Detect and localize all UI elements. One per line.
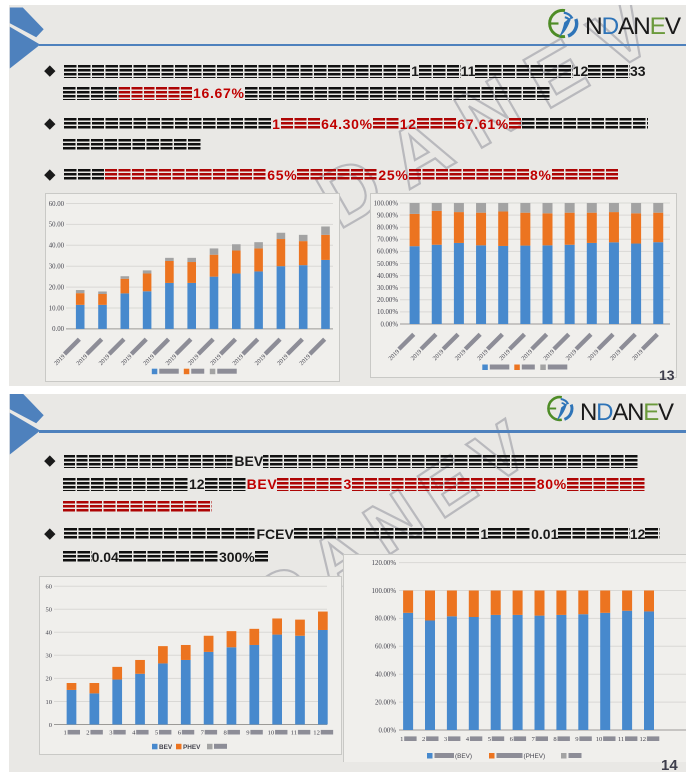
svg-text:10.00: 10.00 xyxy=(49,305,65,312)
svg-text:5: 5 xyxy=(155,729,159,736)
svg-text:100.00%: 100.00% xyxy=(371,588,396,595)
svg-text:6: 6 xyxy=(509,736,513,743)
svg-text:12: 12 xyxy=(313,729,320,736)
svg-text:1: 1 xyxy=(64,729,67,736)
svg-text:(PHEV): (PHEV) xyxy=(523,753,545,760)
svg-text:2: 2 xyxy=(86,729,89,736)
svg-text:3: 3 xyxy=(109,729,113,736)
svg-text:10: 10 xyxy=(595,736,602,743)
svg-text:120.00%: 120.00% xyxy=(371,560,396,567)
svg-text:60.00: 60.00 xyxy=(49,200,65,207)
svg-text:BEV: BEV xyxy=(159,743,173,750)
svg-text:60: 60 xyxy=(46,583,53,590)
svg-text:1: 1 xyxy=(400,736,403,743)
svg-text:0: 0 xyxy=(49,721,52,728)
svg-text:PHEV: PHEV xyxy=(183,743,201,750)
svg-text:4: 4 xyxy=(132,729,136,736)
svg-text:30: 30 xyxy=(46,652,53,659)
svg-text:100.00%: 100.00% xyxy=(374,200,399,207)
svg-text:40.00%: 40.00% xyxy=(375,672,396,679)
svg-text:10: 10 xyxy=(46,698,53,705)
svg-text:0.00: 0.00 xyxy=(52,326,64,333)
svg-text:60.00%: 60.00% xyxy=(375,644,396,651)
svg-text:40.00: 40.00 xyxy=(49,242,65,249)
svg-text:9: 9 xyxy=(246,729,250,736)
svg-text:60.00%: 60.00% xyxy=(377,248,398,255)
svg-text:3: 3 xyxy=(443,736,447,743)
svg-text:10.00%: 10.00% xyxy=(377,309,398,316)
svg-text:7: 7 xyxy=(201,729,205,736)
svg-text:8: 8 xyxy=(553,736,557,743)
svg-text:50.00%: 50.00% xyxy=(377,260,398,267)
svg-text:20.00: 20.00 xyxy=(49,284,65,291)
svg-text:2: 2 xyxy=(422,736,425,743)
svg-text:12: 12 xyxy=(639,736,646,743)
svg-text:6: 6 xyxy=(178,729,182,736)
svg-text:80.00%: 80.00% xyxy=(377,224,398,231)
svg-text:4: 4 xyxy=(465,736,469,743)
svg-text:20: 20 xyxy=(46,675,53,682)
svg-text:5: 5 xyxy=(487,736,491,743)
svg-text:(BEV): (BEV) xyxy=(455,753,472,760)
svg-text:10: 10 xyxy=(268,729,275,736)
svg-text:0.00%: 0.00% xyxy=(378,727,396,734)
svg-text:9: 9 xyxy=(575,736,579,743)
svg-text:11: 11 xyxy=(291,729,297,736)
svg-text:70.00%: 70.00% xyxy=(377,236,398,243)
svg-text:11: 11 xyxy=(617,736,623,743)
svg-text:50: 50 xyxy=(46,606,53,613)
svg-text:40: 40 xyxy=(46,629,53,636)
svg-text:0.00%: 0.00% xyxy=(381,321,399,328)
svg-text:20.00%: 20.00% xyxy=(377,297,398,304)
svg-text:20.00%: 20.00% xyxy=(375,699,396,706)
svg-text:90.00%: 90.00% xyxy=(377,212,398,219)
svg-text:40.00%: 40.00% xyxy=(377,272,398,279)
svg-text:8: 8 xyxy=(224,729,228,736)
svg-text:30.00: 30.00 xyxy=(49,263,65,270)
svg-text:7: 7 xyxy=(531,736,535,743)
svg-text:80.00%: 80.00% xyxy=(375,616,396,623)
svg-text:50.00: 50.00 xyxy=(49,221,65,228)
svg-text:30.00%: 30.00% xyxy=(377,285,398,292)
